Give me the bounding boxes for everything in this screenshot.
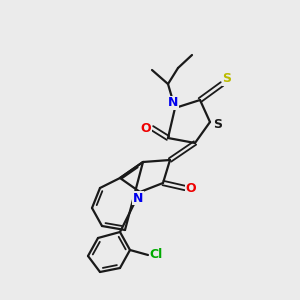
Text: O: O	[141, 122, 151, 134]
Text: Cl: Cl	[149, 248, 163, 262]
Text: S: S	[223, 73, 232, 85]
Text: N: N	[168, 97, 178, 110]
Text: S: S	[214, 118, 223, 130]
Text: N: N	[133, 191, 143, 205]
Text: O: O	[186, 182, 196, 194]
